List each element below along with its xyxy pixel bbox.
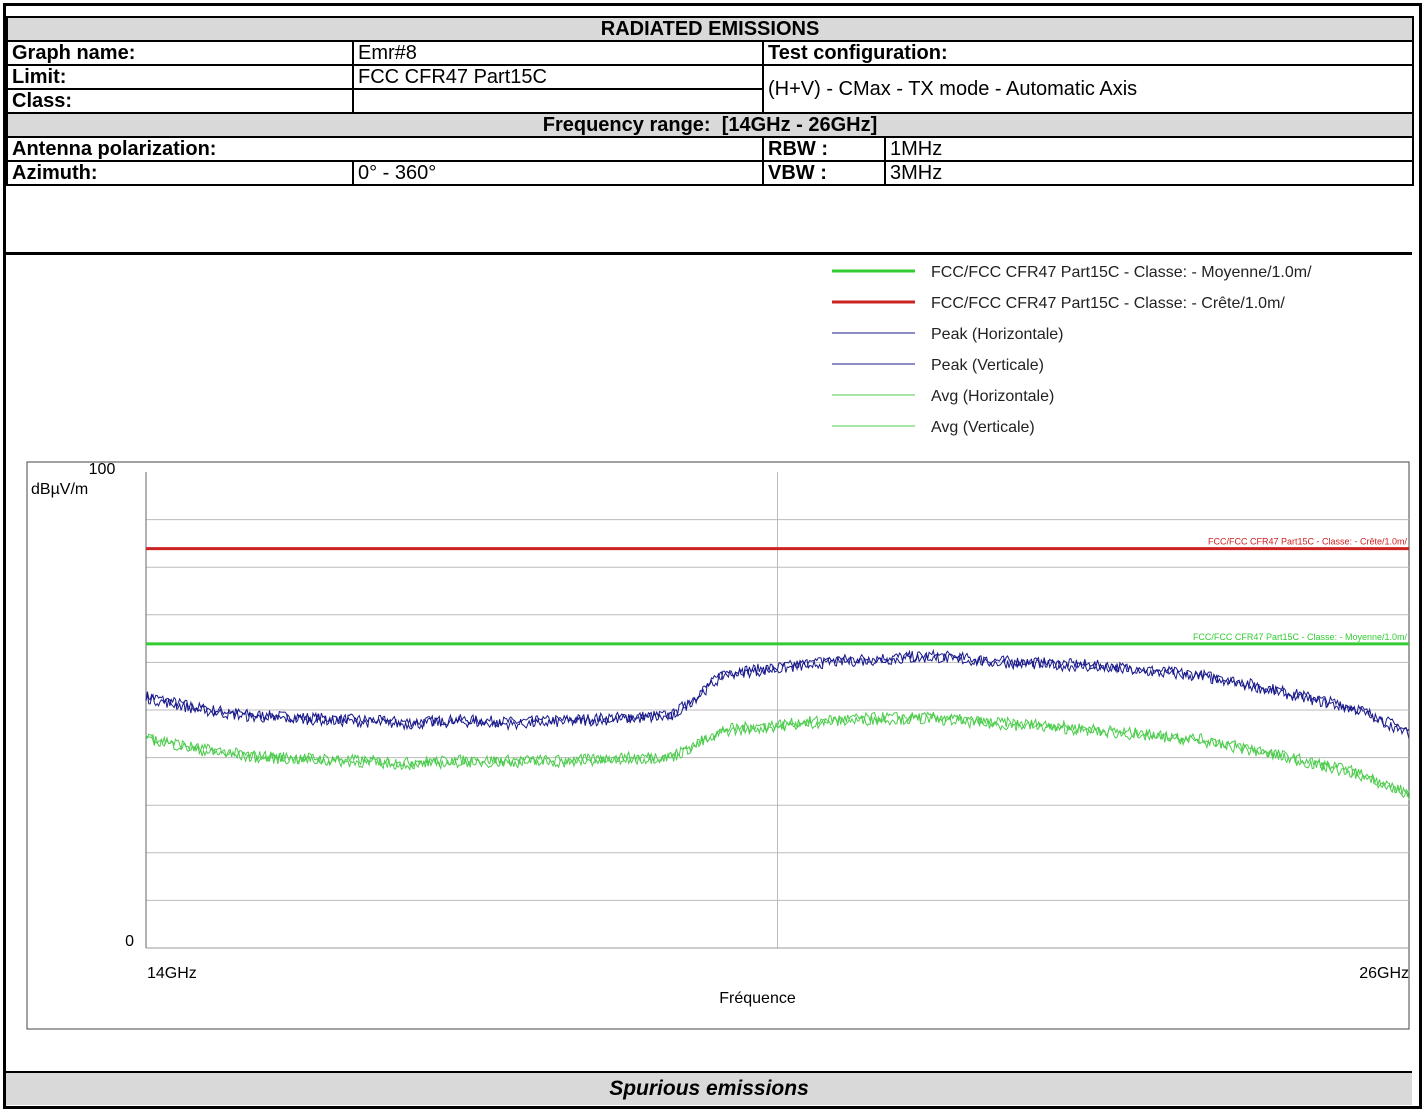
trace-line-5 xyxy=(145,713,1410,801)
legend-label: Avg (Verticale) xyxy=(931,419,1035,436)
legend-label: Avg (Horizontale) xyxy=(931,388,1054,405)
limit-label: Limit: xyxy=(6,64,354,90)
legend-label: Peak (Verticale) xyxy=(931,357,1044,374)
chart-labels: FCC/FCC CFR47 Part15C - Classe: - Crête/… xyxy=(31,461,1409,1007)
x-axis-title: Fréquence xyxy=(719,990,796,1007)
limit-label-1: FCC/FCC CFR47 Part15C - Classe: - Moyenn… xyxy=(1193,632,1408,642)
y-axis-title: dBµV/m xyxy=(31,481,88,498)
x-tick-label: 26GHz xyxy=(1359,965,1409,982)
legend-label: FCC/FCC CFR47 Part15C - Classe: - Moyenn… xyxy=(931,264,1312,281)
plot-frame xyxy=(26,461,1410,1030)
trace-line-3 xyxy=(145,653,1410,739)
graph-name-label: Graph name: xyxy=(6,40,354,66)
chart-area: FCC/FCC CFR47 Part15C - Classe: - Moyenn… xyxy=(6,252,1412,1044)
antenna-polarization-label: Antenna polarization: xyxy=(6,136,764,162)
rbw-value: 1MHz xyxy=(883,136,1415,162)
chart-grid xyxy=(145,472,1409,949)
limit-value: FCC CFR47 Part15C xyxy=(352,64,764,90)
footer-caption: Spurious emissions xyxy=(6,1071,1412,1105)
legend-label: FCC/FCC CFR47 Part15C - Classe: - Crête/… xyxy=(931,295,1285,312)
rbw-label: RBW : xyxy=(762,136,886,162)
y-tick-label: 100 xyxy=(89,461,116,478)
vbw-label: VBW : xyxy=(762,160,886,186)
class-value xyxy=(352,88,764,114)
legend-label: Peak (Horizontale) xyxy=(931,326,1064,343)
limit-label-0: FCC/FCC CFR47 Part15C - Classe: - Crête/… xyxy=(1208,537,1408,547)
frequency-range-label: Frequency range: xyxy=(542,114,711,136)
vbw-value: 3MHz xyxy=(883,160,1415,186)
y-tick-label: 0 xyxy=(125,933,134,950)
graph-name-value: Emr#8 xyxy=(352,40,764,66)
azimuth-label: Azimuth: xyxy=(6,160,354,186)
x-tick-label: 14GHz xyxy=(147,965,197,982)
report-frame xyxy=(3,3,1422,1109)
test-config-value: (H+V) - CMax - TX mode - Automatic Axis xyxy=(761,64,1415,114)
header-table: RADIATED EMISSIONS Graph name: Emr#8 Tes… xyxy=(5,16,1415,186)
antenna-polarization-text: Antenna polarization: xyxy=(12,138,217,160)
frequency-range: Frequency range: [14GHz - 26GHz] xyxy=(5,112,1415,138)
chart-series xyxy=(145,547,1410,801)
azimuth-value: 0° - 360° xyxy=(352,160,764,186)
chart-legend: FCC/FCC CFR47 Part15C - Classe: - Moyenn… xyxy=(832,264,1312,436)
frequency-range-value: [14GHz - 26GHz] xyxy=(721,114,878,136)
report-title: RADIATED EMISSIONS xyxy=(5,16,1415,42)
class-label: Class: xyxy=(6,88,354,114)
test-config-label: Test configuration: xyxy=(761,40,1415,66)
emissions-chart: FCC/FCC CFR47 Part15C - Classe: - Moyenn… xyxy=(26,264,1410,1030)
